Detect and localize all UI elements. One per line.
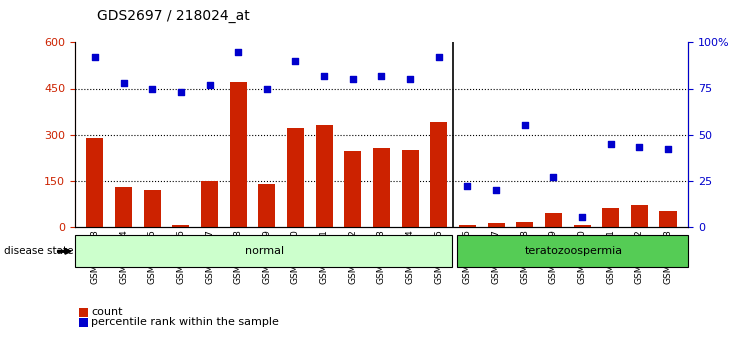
- Point: [289, 58, 301, 64]
- Point: [89, 55, 101, 60]
- Point: [117, 80, 129, 86]
- Point: [605, 141, 617, 147]
- Point: [261, 86, 273, 91]
- Bar: [373, 148, 390, 227]
- Bar: [459, 225, 476, 227]
- Text: teratozoospermia: teratozoospermia: [524, 246, 622, 256]
- Bar: [660, 211, 677, 227]
- Point: [232, 49, 244, 55]
- Bar: [574, 225, 591, 227]
- Bar: [144, 190, 161, 227]
- Text: count: count: [91, 307, 123, 317]
- Point: [462, 183, 473, 189]
- Bar: [344, 152, 361, 227]
- Point: [519, 122, 531, 128]
- Bar: [545, 213, 562, 227]
- Point: [548, 174, 560, 180]
- Text: GDS2697 / 218024_at: GDS2697 / 218024_at: [97, 9, 250, 23]
- Bar: [488, 223, 505, 227]
- Text: normal: normal: [245, 246, 284, 256]
- Point: [404, 76, 416, 82]
- Point: [375, 73, 387, 79]
- Point: [634, 144, 646, 150]
- Bar: [230, 82, 247, 227]
- Bar: [86, 138, 103, 227]
- Bar: [430, 122, 447, 227]
- Bar: [201, 181, 218, 227]
- Bar: [631, 205, 648, 227]
- Point: [146, 86, 158, 91]
- Bar: [402, 150, 419, 227]
- Bar: [115, 187, 132, 227]
- Bar: [287, 129, 304, 227]
- Bar: [516, 222, 533, 227]
- Bar: [316, 125, 333, 227]
- Point: [318, 73, 330, 79]
- Point: [576, 215, 588, 220]
- Bar: [602, 208, 619, 227]
- Point: [433, 55, 445, 60]
- Point: [490, 187, 502, 193]
- Point: [175, 89, 187, 95]
- Point: [347, 76, 359, 82]
- Text: disease state: disease state: [4, 246, 73, 256]
- Bar: [258, 184, 275, 227]
- Bar: [172, 225, 189, 227]
- Text: percentile rank within the sample: percentile rank within the sample: [91, 317, 279, 327]
- Point: [662, 147, 674, 152]
- Point: [203, 82, 215, 88]
